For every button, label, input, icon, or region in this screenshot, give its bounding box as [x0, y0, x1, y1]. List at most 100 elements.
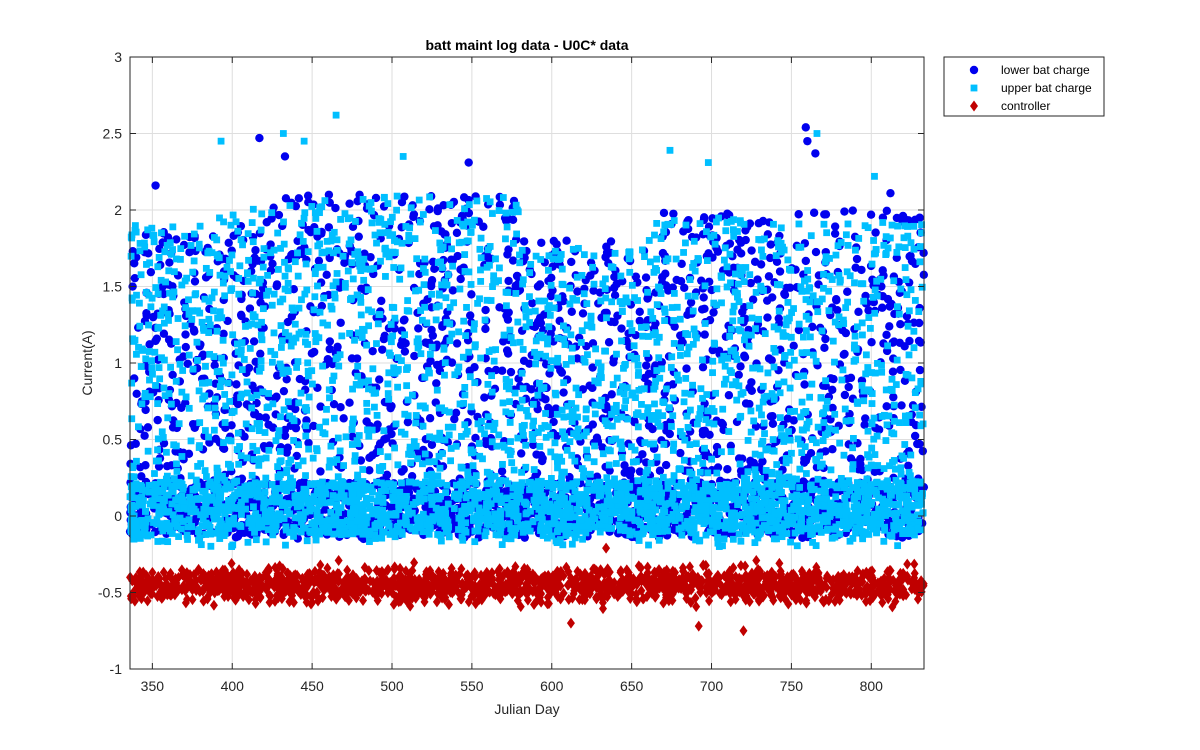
data-point — [496, 492, 504, 500]
data-point — [280, 218, 287, 226]
data-point — [495, 303, 504, 312]
data-point — [284, 287, 292, 295]
data-point — [885, 322, 894, 331]
data-point — [336, 318, 345, 327]
data-point — [508, 459, 516, 467]
data-point — [127, 526, 135, 534]
data-point — [150, 238, 158, 246]
data-point — [419, 488, 427, 496]
data-point — [274, 473, 282, 481]
data-point — [380, 331, 389, 340]
data-point — [245, 256, 252, 264]
data-point — [427, 440, 437, 449]
data-point — [635, 307, 644, 317]
data-point — [811, 149, 820, 158]
data-point — [233, 532, 243, 541]
data-point — [475, 440, 483, 447]
data-point — [178, 388, 186, 396]
data-point — [471, 433, 480, 443]
data-point — [497, 467, 507, 476]
data-point — [423, 471, 431, 479]
data-point — [510, 466, 518, 474]
data-point — [217, 517, 224, 524]
data-point — [517, 481, 525, 489]
data-point — [252, 536, 260, 544]
data-point — [189, 268, 197, 276]
data-point — [325, 386, 333, 394]
data-point — [794, 210, 803, 219]
data-point — [461, 526, 469, 534]
data-point — [329, 282, 337, 290]
data-point — [331, 203, 340, 213]
data-point — [258, 318, 265, 326]
data-point — [149, 497, 157, 505]
data-point — [219, 329, 228, 339]
data-point — [371, 403, 378, 411]
data-point — [303, 537, 311, 545]
data-point — [504, 446, 512, 454]
data-point — [292, 334, 300, 342]
data-point — [260, 496, 268, 504]
data-point — [522, 323, 530, 331]
data-point — [183, 531, 191, 539]
data-point — [610, 272, 619, 282]
data-point — [331, 290, 339, 298]
data-point — [366, 252, 375, 262]
data-point — [127, 473, 135, 480]
data-point — [527, 260, 535, 268]
data-point — [276, 298, 284, 306]
data-point — [203, 473, 210, 480]
data-point — [563, 326, 571, 334]
data-point — [526, 293, 533, 301]
data-point — [311, 330, 319, 337]
data-point — [294, 249, 301, 257]
data-point — [302, 260, 310, 268]
data-point — [642, 361, 651, 370]
data-point — [260, 245, 268, 253]
data-point — [340, 462, 347, 469]
data-point — [400, 347, 410, 356]
data-point — [506, 398, 513, 406]
data-point — [404, 412, 412, 420]
data-point — [336, 402, 345, 412]
data-point — [481, 532, 489, 540]
data-point — [846, 373, 856, 383]
data-point — [918, 446, 928, 456]
data-point — [257, 357, 265, 365]
data-point — [440, 345, 448, 353]
data-point — [840, 349, 849, 359]
data-point — [249, 313, 257, 320]
data-point — [310, 529, 318, 537]
data-point — [417, 497, 425, 505]
data-point — [360, 378, 368, 386]
data-point — [552, 493, 559, 501]
data-point — [258, 210, 266, 218]
data-point — [304, 438, 313, 448]
data-point — [148, 364, 156, 372]
data-point — [445, 431, 453, 439]
data-point — [475, 519, 483, 526]
data-point — [142, 518, 150, 526]
data-point — [490, 272, 498, 280]
data-point — [293, 364, 300, 371]
data-point — [431, 398, 440, 407]
data-point — [399, 316, 409, 325]
data-point — [238, 498, 245, 506]
data-point — [377, 296, 386, 306]
data-point — [294, 194, 304, 203]
data-point — [130, 273, 140, 283]
data-point — [459, 193, 469, 202]
data-point — [175, 420, 183, 428]
data-point — [221, 391, 229, 398]
data-point — [190, 257, 198, 265]
data-point — [485, 521, 493, 528]
data-point — [661, 460, 671, 470]
data-point — [409, 210, 419, 219]
data-point — [242, 505, 249, 513]
data-point — [866, 210, 876, 219]
data-point — [236, 262, 244, 270]
data-point — [444, 271, 452, 279]
data-point — [127, 233, 135, 241]
data-point — [216, 311, 224, 319]
data-point — [144, 447, 152, 455]
